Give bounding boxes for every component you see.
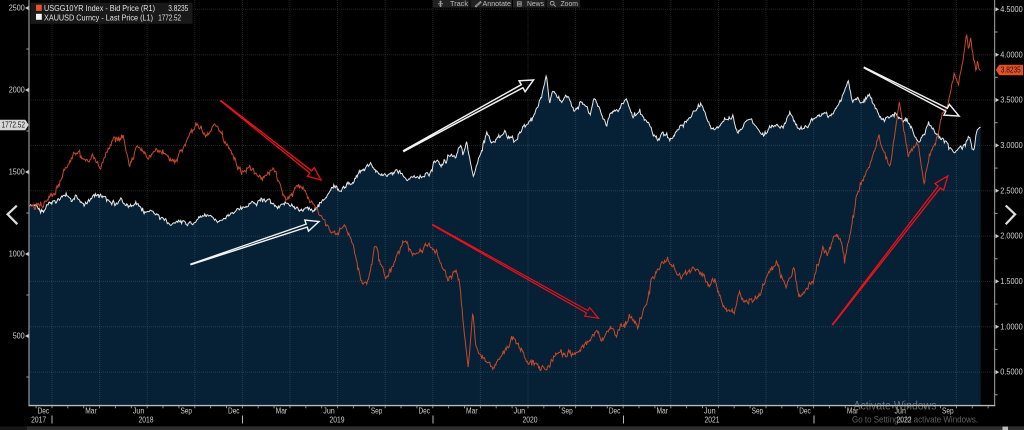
- svg-text:Jun: Jun: [704, 407, 716, 416]
- svg-text:1000: 1000: [9, 250, 25, 259]
- svg-text:3.5000: 3.5000: [1000, 96, 1023, 105]
- svg-text:1500: 1500: [9, 168, 25, 177]
- svg-text:Mar: Mar: [85, 407, 97, 416]
- svg-text:Dec: Dec: [38, 407, 50, 416]
- svg-text:Mar: Mar: [656, 407, 668, 416]
- svg-text:Sep: Sep: [180, 407, 192, 416]
- svg-text:Annotate: Annotate: [483, 0, 512, 8]
- svg-text:2000: 2000: [9, 86, 25, 95]
- svg-text:Dec: Dec: [228, 407, 240, 416]
- svg-text:3.8235: 3.8235: [1001, 66, 1021, 75]
- svg-text:4.0000: 4.0000: [1000, 50, 1023, 59]
- svg-text:2019: 2019: [330, 416, 345, 425]
- svg-text:1772.52: 1772.52: [158, 13, 181, 22]
- svg-text:Mar: Mar: [466, 407, 478, 416]
- svg-text:Dec: Dec: [418, 407, 430, 416]
- svg-text:Activate Windows: Activate Windows: [854, 401, 937, 413]
- svg-text:1.5000: 1.5000: [1000, 277, 1023, 286]
- svg-text:Mar: Mar: [847, 407, 859, 416]
- svg-text:1772.52: 1772.52: [2, 121, 26, 130]
- svg-text:2021: 2021: [705, 416, 720, 425]
- svg-text:XAUUSD Curncy - Last Price (L1: XAUUSD Curncy - Last Price (L1): [44, 13, 153, 22]
- svg-text:2022: 2022: [897, 416, 912, 425]
- svg-text:Sep: Sep: [561, 407, 573, 416]
- svg-text:Dec: Dec: [609, 407, 621, 416]
- svg-text:Mar: Mar: [276, 407, 288, 416]
- svg-text:500: 500: [13, 332, 25, 341]
- svg-text:3.0000: 3.0000: [1000, 141, 1023, 150]
- svg-text:Go to Settings to activate Win: Go to Settings to activate Windows.: [852, 415, 978, 425]
- svg-text:2.0000: 2.0000: [1000, 232, 1023, 241]
- svg-text:News: News: [527, 0, 544, 8]
- svg-text:Dec: Dec: [799, 407, 811, 416]
- svg-text:Jun: Jun: [133, 407, 145, 416]
- svg-text:3.8235: 3.8235: [168, 4, 188, 13]
- svg-text:2018: 2018: [139, 416, 154, 425]
- svg-text:2.5000: 2.5000: [1000, 186, 1023, 195]
- svg-text:Jun: Jun: [514, 407, 526, 416]
- svg-text:Sep: Sep: [752, 407, 764, 416]
- svg-text:Track: Track: [450, 0, 468, 8]
- svg-text:2017: 2017: [31, 416, 46, 425]
- svg-text:Sep: Sep: [371, 407, 383, 416]
- svg-text:1.0000: 1.0000: [1000, 322, 1023, 331]
- svg-text:Jun: Jun: [323, 407, 335, 416]
- svg-text:Jun: Jun: [894, 407, 906, 416]
- svg-text:0.5000: 0.5000: [1000, 368, 1023, 377]
- svg-text:2020: 2020: [523, 416, 538, 425]
- svg-text:2500: 2500: [9, 4, 25, 13]
- svg-text:4.5000: 4.5000: [1000, 5, 1023, 14]
- svg-text:Sep: Sep: [942, 407, 954, 416]
- svg-text:USGG10YR Index - Bid Price (R1: USGG10YR Index - Bid Price (R1): [44, 4, 155, 13]
- svg-text:Zoom: Zoom: [561, 0, 579, 8]
